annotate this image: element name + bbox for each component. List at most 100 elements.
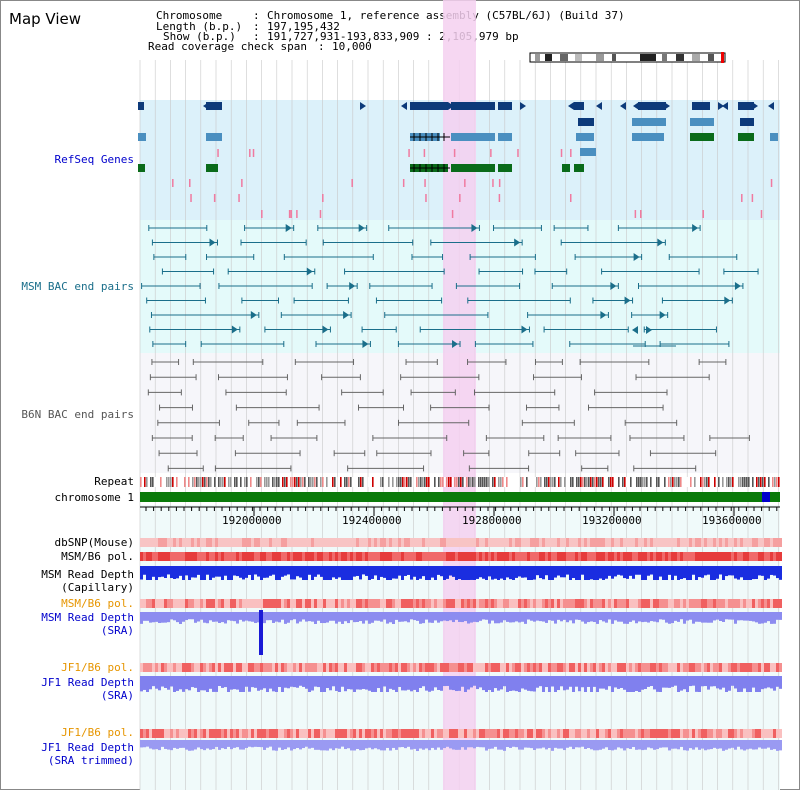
dbsnp-heat bbox=[395, 538, 398, 547]
repeat-mark bbox=[664, 477, 666, 487]
msm-b6-pol2-heat bbox=[704, 599, 707, 608]
jf1-depth-trimmed bbox=[536, 740, 539, 749]
track-label-refseq[interactable]: RefSeq Genes bbox=[54, 153, 134, 166]
jf1-depth-sra bbox=[401, 676, 404, 691]
gene-arrow bbox=[568, 102, 574, 110]
jf1-b6-pol2-heat bbox=[383, 729, 386, 738]
jf1-depth-trimmed bbox=[707, 740, 710, 750]
jf1-depth-trimmed bbox=[656, 740, 659, 750]
jf1-b6-pol2-heat bbox=[251, 729, 254, 738]
repeat-mark bbox=[260, 477, 262, 487]
dbsnp-heat bbox=[710, 538, 713, 547]
jf1-b6-pol2-heat bbox=[359, 729, 362, 738]
jf1-b6-pol-heat bbox=[293, 663, 296, 672]
msm-depth-capillary bbox=[713, 566, 716, 580]
msm-b6-pol2-heat bbox=[650, 599, 653, 608]
msm-b6-pol2-heat bbox=[611, 599, 614, 608]
msm-depth-capillary bbox=[614, 566, 617, 577]
jf1-depth-sra bbox=[671, 676, 674, 687]
repeat-mark bbox=[434, 477, 436, 487]
msm-b6-pol-heat bbox=[359, 552, 362, 561]
msm-depth-sra bbox=[389, 612, 392, 623]
jf1-depth-sra bbox=[410, 676, 413, 692]
jf1-b6-pol2-heat bbox=[260, 729, 263, 738]
repeat-mark bbox=[320, 477, 322, 487]
jf1-b6-pol2-heat bbox=[605, 729, 608, 738]
jf1-b6-pol-heat bbox=[734, 663, 737, 672]
jf1-b6-pol-heat bbox=[737, 663, 740, 672]
jf1-depth-sra bbox=[338, 676, 341, 692]
msm-depth-capillary bbox=[563, 566, 566, 578]
jf1-depth-trim-line2: (SRA trimmed) bbox=[47, 754, 134, 767]
track-label-msm-bac[interactable]: MSM BAC end pairs bbox=[21, 280, 134, 293]
jf1-b6-pol-heat bbox=[776, 663, 779, 672]
dbsnp-heat bbox=[470, 538, 473, 547]
dbsnp-heat bbox=[635, 538, 638, 547]
repeat-mark bbox=[772, 477, 774, 487]
msm-depth-capillary bbox=[743, 566, 746, 580]
dbsnp-heat bbox=[509, 538, 512, 547]
msm-depth-sra bbox=[773, 612, 776, 624]
repeat-mark bbox=[580, 477, 582, 487]
jf1-b6-pol2-heat bbox=[578, 729, 581, 738]
repeat-mark bbox=[748, 477, 750, 487]
repeat-mark bbox=[472, 477, 474, 487]
msm-depth-capillary bbox=[527, 566, 530, 580]
repeat-mark bbox=[762, 477, 764, 487]
track-label-msm-b6-pol-2: MSM/B6 pol. bbox=[61, 597, 134, 610]
repeat-mark bbox=[482, 477, 484, 487]
repeat-mark bbox=[746, 477, 748, 487]
msm-depth-capillary bbox=[518, 566, 521, 577]
msm-depth-capillary bbox=[428, 566, 431, 580]
repeat-mark bbox=[180, 477, 182, 487]
jf1-b6-pol-heat bbox=[530, 663, 533, 672]
jf1-depth-sra bbox=[560, 676, 563, 687]
msm-depth-capillary bbox=[737, 566, 740, 580]
repeat-mark bbox=[750, 477, 752, 487]
msm-b6-pol2-heat bbox=[230, 599, 233, 608]
refseq-pink-mark bbox=[408, 149, 410, 157]
jf1-b6-pol-heat bbox=[383, 663, 386, 672]
msm-b6-pol-heat bbox=[470, 552, 473, 561]
refseq-pink-mark bbox=[288, 210, 291, 218]
selection-highlight bbox=[443, 0, 476, 790]
repeat-mark bbox=[568, 477, 570, 487]
dbsnp-heat bbox=[170, 538, 173, 547]
jf1-b6-pol-heat bbox=[173, 663, 176, 672]
msm-depth-sra bbox=[737, 612, 740, 621]
jf1-b6-pol-heat bbox=[626, 663, 629, 672]
msm-depth-spike bbox=[259, 610, 263, 655]
jf1-depth-trimmed bbox=[356, 740, 359, 749]
msm-b6-pol-heat bbox=[167, 552, 170, 561]
jf1-b6-pol2-heat bbox=[470, 729, 473, 738]
track-label-b6n-bac[interactable]: B6N BAC end pairs bbox=[21, 408, 134, 421]
msm-depth-capillary bbox=[380, 566, 383, 577]
msm-depth-sra bbox=[536, 612, 539, 621]
refseq-gene-row1 bbox=[738, 102, 754, 110]
repeat-mark bbox=[352, 477, 354, 487]
jf1-b6-pol2-heat bbox=[680, 729, 683, 738]
msm-depth-capillary bbox=[659, 566, 662, 577]
msm-depth-capillary bbox=[551, 566, 554, 580]
jf1-depth-trimmed bbox=[206, 740, 209, 749]
msm-b6-pol-heat bbox=[686, 552, 689, 561]
jf1-depth-trimmed bbox=[650, 740, 653, 749]
msm-b6-pol-heat bbox=[299, 552, 302, 561]
jf1-depth-sra bbox=[239, 676, 242, 692]
jf1-depth-trimmed bbox=[392, 740, 395, 748]
msm-depth-sra bbox=[434, 612, 437, 621]
jf1-b6-pol-heat bbox=[230, 663, 233, 672]
msm-depth-sra bbox=[191, 612, 194, 620]
msm-b6-pol-heat bbox=[221, 552, 224, 561]
msm-b6-pol2-heat bbox=[620, 599, 623, 608]
jf1-depth-trimmed bbox=[557, 740, 560, 749]
msm-b6-pol-heat bbox=[251, 552, 254, 561]
track-label-repeat: Repeat bbox=[94, 475, 134, 488]
repeat-mark bbox=[548, 477, 550, 487]
msm-b6-pol-heat bbox=[311, 552, 314, 561]
msm-depth-sra bbox=[629, 612, 632, 622]
msm-depth-capillary bbox=[209, 566, 212, 580]
msm-depth-sra bbox=[569, 612, 572, 621]
jf1-depth-trimmed bbox=[620, 740, 623, 749]
